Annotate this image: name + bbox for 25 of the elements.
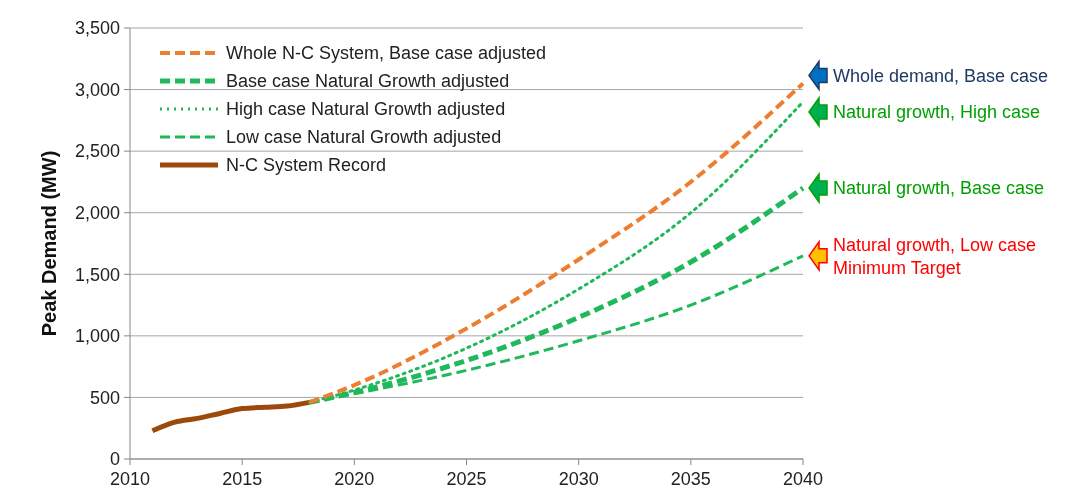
x-tick-label: 2025	[446, 469, 487, 489]
y-tick-label: 2,000	[74, 203, 120, 224]
y-tick-label: 2,500	[74, 141, 120, 162]
legend-label: Base case Natural Growth adjusted	[226, 71, 510, 92]
legend-label: High case Natural Growth adjusted	[226, 99, 506, 120]
x-tick-label: 2010	[109, 469, 151, 489]
y-tick-label: 500	[89, 387, 120, 408]
y-tick-label: 3,000	[74, 79, 120, 100]
text: Whole demand, Base case	[833, 65, 1049, 86]
text: Natural growth, Low case Minimum Target	[833, 235, 1037, 279]
y-tick-label: 1,500	[74, 264, 120, 285]
y-axis-title: Peak Demand (MW)	[38, 150, 60, 337]
x-tick-label: 2020	[334, 469, 375, 489]
legend-label: N-C System Record	[226, 155, 387, 176]
x-tick-label: 2035	[670, 469, 711, 489]
y-tick-label: 0	[109, 449, 120, 470]
legend-label: Whole N-C System, Base case adjusted	[226, 43, 547, 64]
text: Natural growth, High case	[833, 102, 1041, 123]
text: Natural growth, Base case	[833, 178, 1045, 199]
x-tick-label: 2030	[558, 469, 599, 489]
legend-label: Low case Natural Growth adjusted	[226, 127, 502, 148]
y-tick-label: 1,000	[74, 326, 120, 347]
y-tick-label: 3,500	[74, 18, 120, 39]
x-tick-label: 2040	[782, 469, 824, 489]
x-tick-label: 2015	[222, 469, 263, 489]
